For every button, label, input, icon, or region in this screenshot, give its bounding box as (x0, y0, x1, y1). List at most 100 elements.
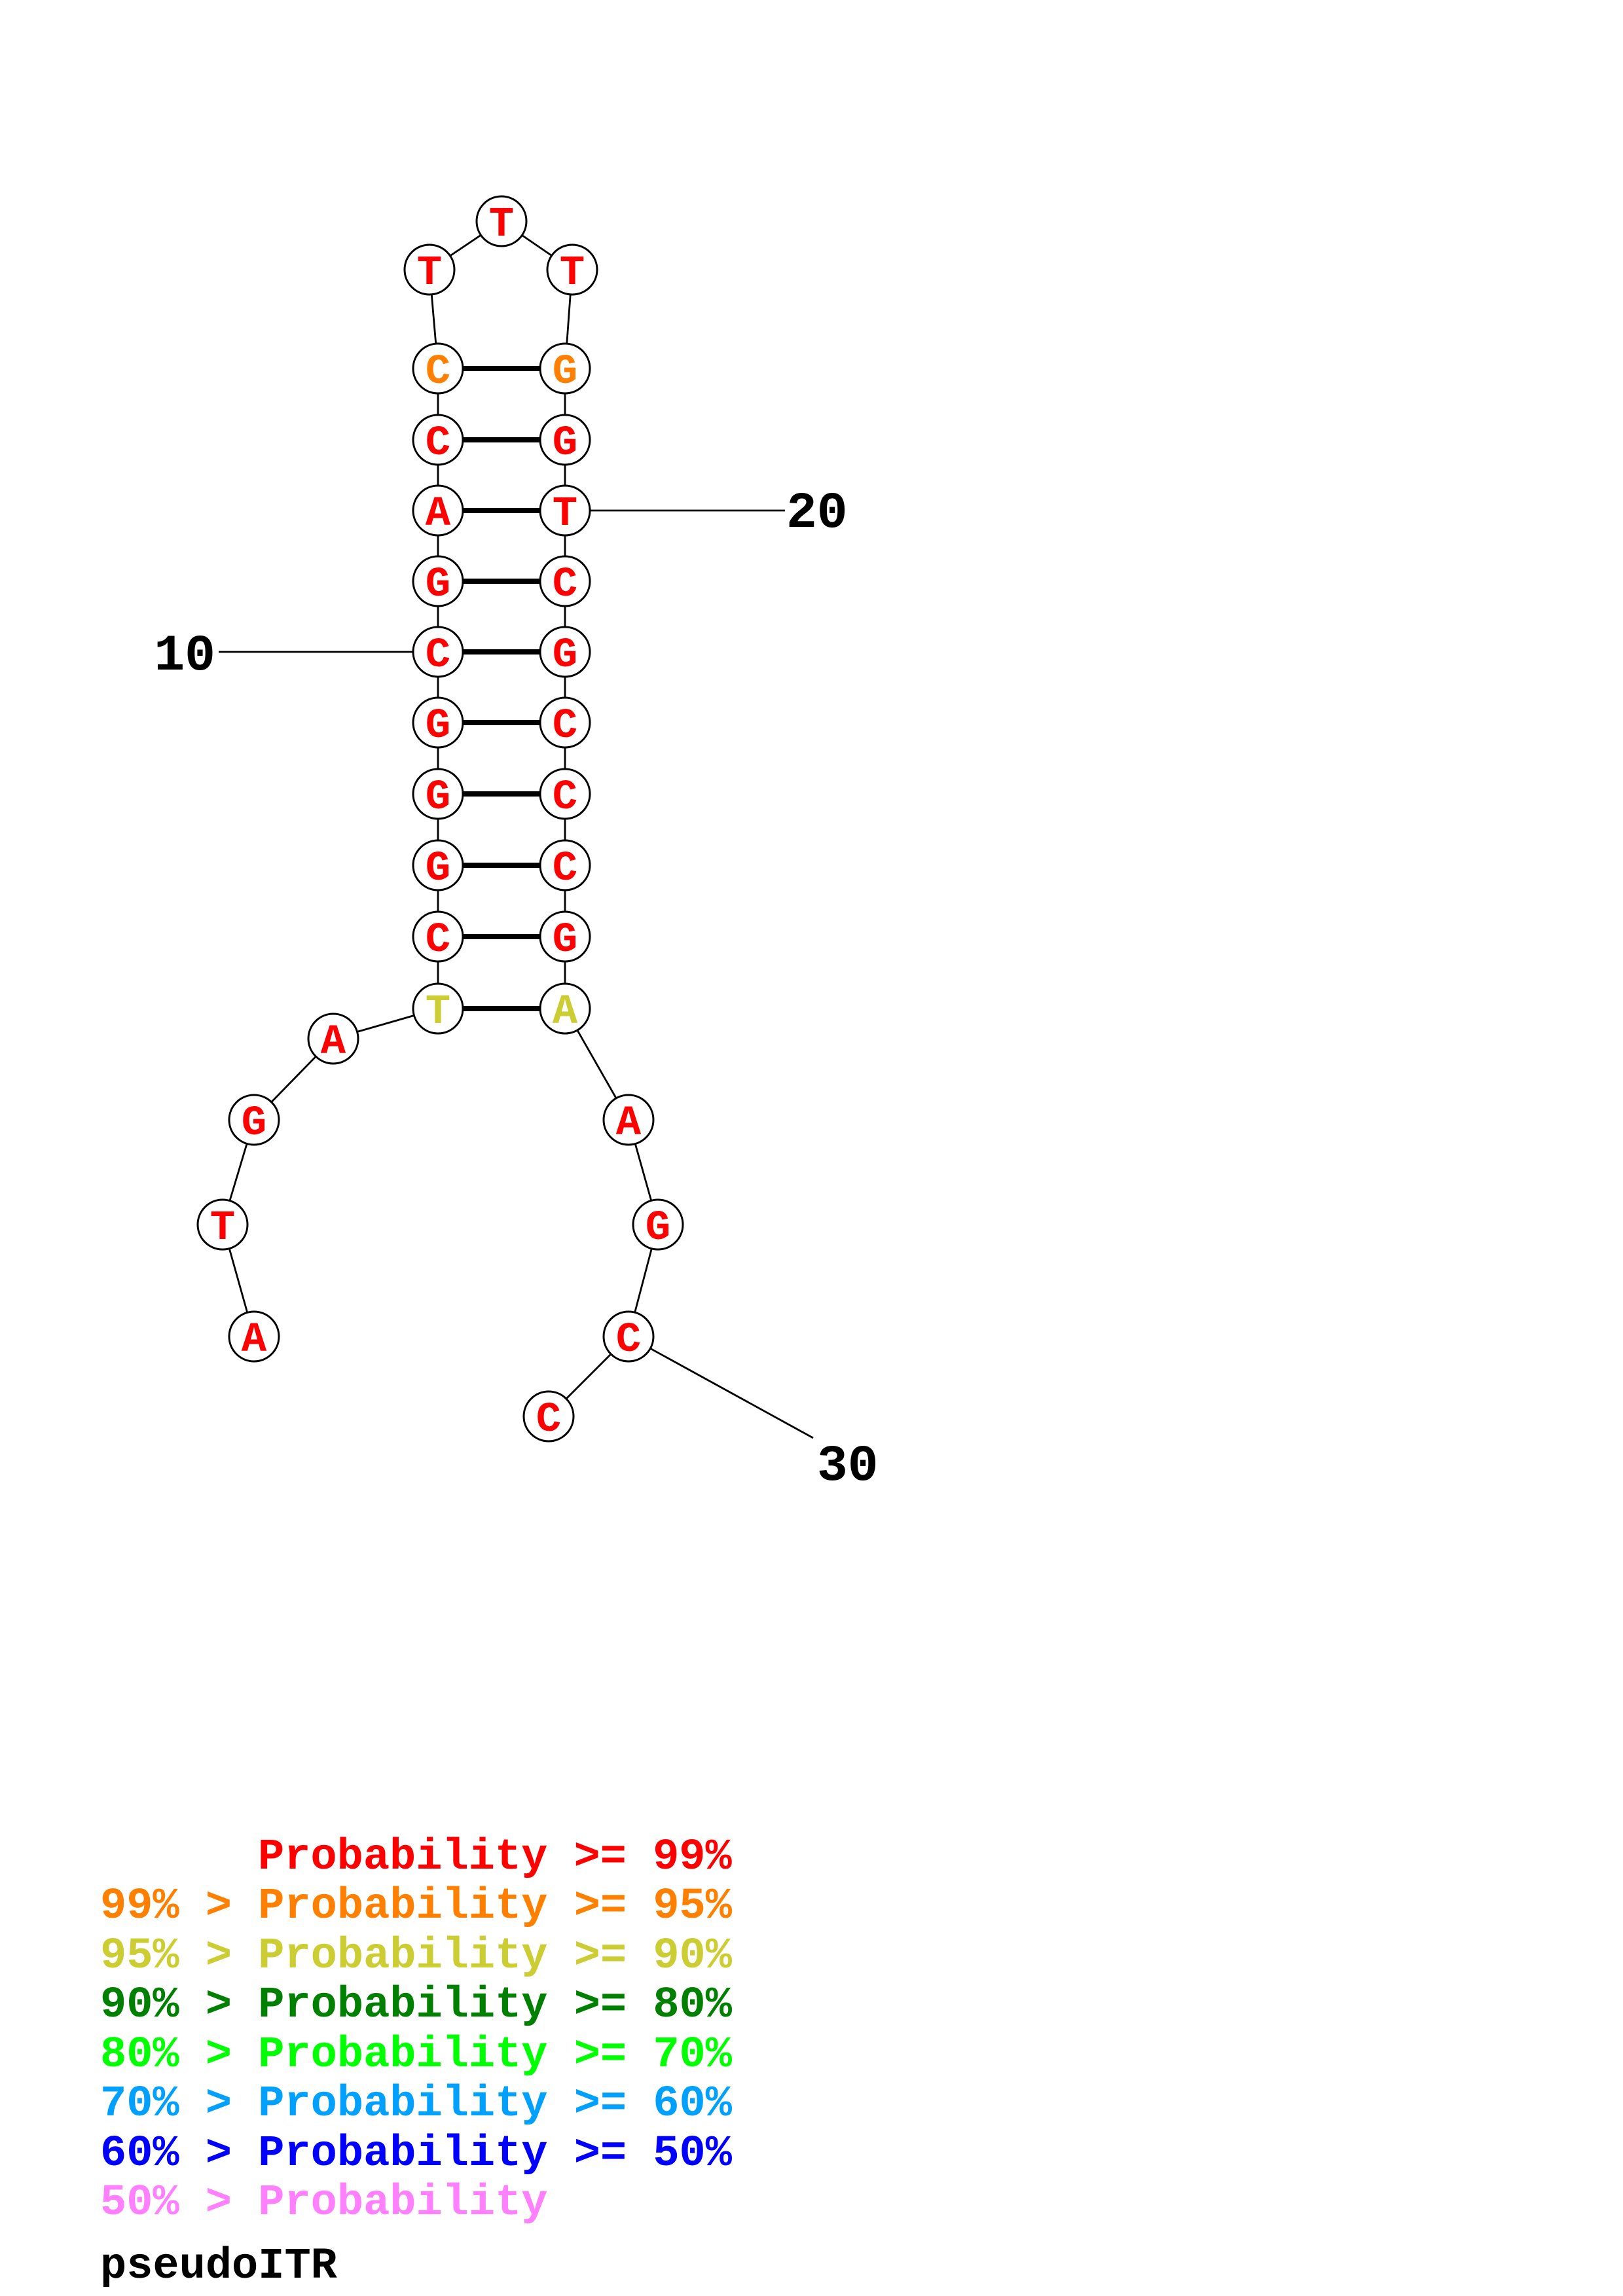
nucleotide-circle (539, 555, 591, 607)
nucleotide-letter: G (553, 917, 577, 964)
nucleotide-circle (412, 484, 464, 537)
nucleotide: C (539, 768, 591, 821)
nucleotide-letter: C (426, 632, 450, 679)
legend-line-95-99: 99% > Probability >= 95% (100, 1882, 733, 1931)
nucleotide-letter: C (536, 1397, 561, 1444)
nucleotide: A (602, 1094, 655, 1147)
nucleotide-circle (412, 555, 464, 607)
nucleotide: C (602, 1310, 655, 1364)
nucleotide-circle (412, 626, 464, 678)
nucleotide-circle (307, 1013, 359, 1065)
nucleotide-letter: A (616, 1100, 642, 1147)
nucleotide-letter: C (616, 1317, 641, 1364)
structure-name: pseudoITR (100, 2242, 338, 2291)
nucleotide: C (412, 414, 464, 467)
nucleotide-letter: C (553, 562, 577, 609)
nucleotide-letter: T (426, 989, 450, 1036)
nucleotide-circle (602, 1094, 655, 1146)
nucleotide-letter: G (553, 420, 577, 467)
legend-line-60-70: 70% > Probability >= 60% (100, 2079, 733, 2129)
nucleotide: G (412, 839, 464, 893)
nucleotide-circle (475, 195, 528, 247)
legend-line-lt-50: 50% > Probability (100, 2178, 548, 2228)
nucleotide: G (412, 768, 464, 821)
nucleotide-letter: C (553, 846, 577, 893)
nucleotide: C (412, 342, 464, 396)
nucleotide: C (412, 626, 464, 679)
nucleotide: A (539, 982, 591, 1036)
nucleotide: G (539, 626, 591, 679)
nucleotide-letter: T (210, 1205, 235, 1252)
nucleotide-letter: T (417, 250, 442, 297)
nucleotide: A (307, 1013, 359, 1066)
nucleotide-circle (546, 243, 598, 296)
nucleotide-letter: C (426, 917, 450, 964)
nucleotide-circle (412, 839, 464, 891)
nucleotide-letter: T (560, 250, 585, 297)
nucleotide-letter: C (426, 420, 450, 467)
position-label-leader (628, 1335, 814, 1439)
nucleotide: T (546, 243, 598, 297)
nucleotide-circle (412, 414, 464, 466)
nucleotide-letter: G (426, 846, 450, 893)
nucleotide-letter: G (242, 1100, 266, 1147)
nucleotide: C (539, 839, 591, 893)
nucleotide-circle (539, 982, 591, 1035)
nucleotide: A (228, 1310, 280, 1364)
nucleotide: T (403, 243, 456, 297)
nucleotide: G (539, 414, 591, 467)
nucleotide-letter: A (321, 1019, 346, 1066)
nucleotide-circle (196, 1198, 249, 1251)
nucleotide: T (539, 484, 591, 538)
nucleotide-letter: A (242, 1317, 267, 1364)
legend-line-90-95: 95% > Probability >= 90% (100, 1931, 733, 1981)
position-label: 30 (817, 1438, 879, 1496)
nucleotide-letter: A (426, 491, 451, 538)
nucleotide-circle (539, 696, 591, 749)
nucleotide-circle (412, 982, 464, 1035)
nucleotide: G (539, 342, 591, 396)
nucleotide: T (412, 982, 464, 1036)
nucleotide-letter: T (553, 491, 577, 538)
nucleotide-circle (602, 1310, 655, 1363)
legend-line-80-90: 90% > Probability >= 80% (100, 1981, 733, 2030)
nucleotide-circle (539, 626, 591, 678)
nucleotide-circle (539, 768, 591, 820)
nucleotide: G (539, 910, 591, 964)
nucleotide-circle (539, 484, 591, 537)
nucleotide-letter: G (426, 562, 450, 609)
position-labels: 10 20 30 (154, 485, 878, 1496)
nucleotide-circle (539, 910, 591, 963)
nucleotide-circle (539, 414, 591, 466)
legend-line-70-80: 80% > Probability >= 70% (100, 2030, 733, 2080)
nucleotide-circle (228, 1094, 280, 1146)
nucleotide: A (412, 484, 464, 538)
nucleotide-circle (539, 342, 591, 395)
probability-legend: Probability >= 99% 99% > Probability >= … (100, 1833, 733, 2228)
nucleotide-circle (228, 1310, 280, 1363)
nucleotide-circle (539, 839, 591, 891)
nucleotide-letter: C (426, 349, 450, 396)
nucleotide: T (196, 1198, 249, 1252)
nucleotide-circle (403, 243, 456, 296)
nucleotide-letter: T (489, 202, 514, 249)
nucleotide-circle (412, 910, 464, 963)
nucleotide-circle (632, 1198, 684, 1251)
nucleotide: C (412, 910, 464, 964)
nucleotide-letter: C (553, 774, 577, 821)
nucleotide: C (522, 1390, 575, 1444)
nucleotide-letter: A (553, 989, 578, 1036)
nucleotide-circle (412, 696, 464, 749)
nucleotide-letter: G (553, 349, 577, 396)
nucleotide-circle (522, 1390, 575, 1443)
nucleotide-letter: G (553, 632, 577, 679)
nucleotide-letter: G (426, 703, 450, 750)
nucleotide: G (412, 555, 464, 609)
nucleotide: G (632, 1198, 684, 1252)
nucleotide-letter: G (426, 774, 450, 821)
position-label: 10 (154, 628, 215, 685)
nucleotide: T (475, 195, 528, 249)
